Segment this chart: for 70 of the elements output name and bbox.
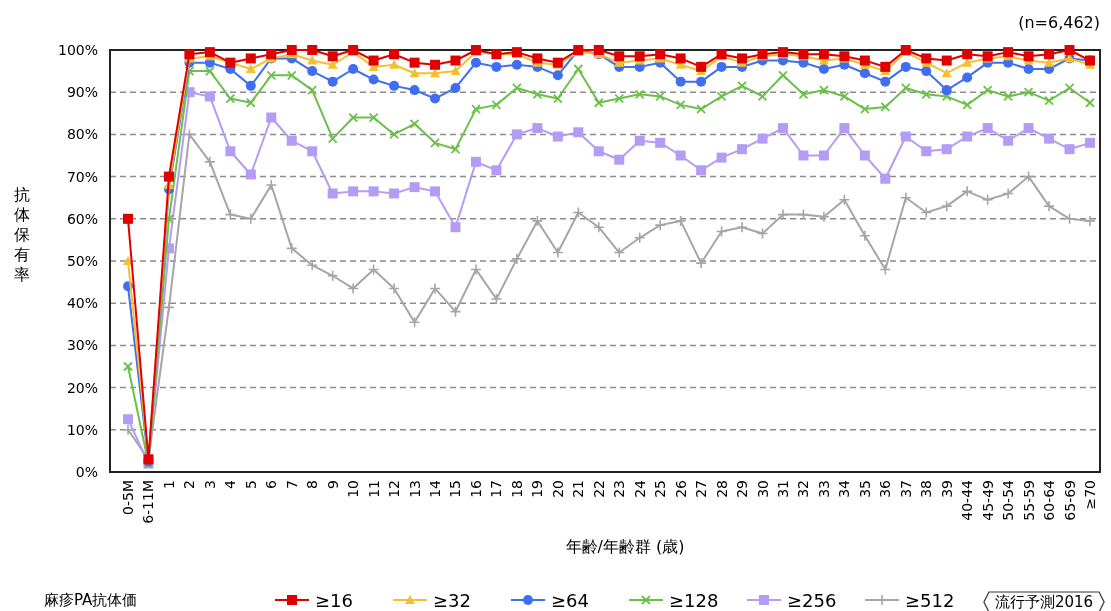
x-tick-label: 28 <box>713 480 730 498</box>
y-tick-label: 0% <box>75 464 98 480</box>
x-tick-label: 15 <box>447 480 464 498</box>
y-tick-label: 70% <box>66 168 98 185</box>
x-tick-label: 38 <box>918 480 935 498</box>
x-tick-label: 24 <box>631 479 648 498</box>
x-tick-label: 37 <box>897 480 914 498</box>
x-tick-label: 4 <box>222 479 239 489</box>
x-tick-label: 18 <box>508 480 525 498</box>
x-tick-label: 32 <box>795 480 812 498</box>
x-tick-label: 30 <box>754 480 771 498</box>
x-tick-label: 35 <box>856 480 873 498</box>
x-tick-label: 12 <box>386 480 403 498</box>
y-axis-title: 抗体保有率 <box>14 185 30 284</box>
x-tick-label: 34 <box>836 479 853 498</box>
x-tick-label: 26 <box>672 479 689 498</box>
y-tick-label: 60% <box>66 210 98 227</box>
text: (n=6,462) <box>1018 13 1100 32</box>
x-tick-label: 7 <box>283 480 300 489</box>
y-tick-label: 80% <box>66 126 98 143</box>
x-tick-label: 27 <box>693 480 710 498</box>
x-tick-label: 9 <box>324 480 341 489</box>
x-tick-label: 6 <box>263 479 280 489</box>
x-tick-label: 17 <box>488 480 505 498</box>
x-tick-label: 65-69 <box>1061 480 1078 521</box>
x-tick-label: 25 <box>652 480 669 498</box>
y-tick-label: 10% <box>66 421 98 438</box>
x-tick-label: 45-49 <box>979 480 996 521</box>
legend-label: ≥128 <box>669 590 719 611</box>
x-tick-label: 36 <box>877 479 894 498</box>
y-tick-label: 40% <box>66 295 98 312</box>
x-tick-label: 19 <box>529 480 546 498</box>
x-tick-label: 31 <box>774 480 791 498</box>
y-tick-label: 90% <box>66 84 98 101</box>
legend-label: ≥16 <box>315 590 353 611</box>
x-tick-label: 23 <box>611 480 628 498</box>
x-tick-label: 16 <box>467 479 484 498</box>
x-tick-label: 20 <box>549 480 566 498</box>
x-tick-label: 8 <box>304 480 321 489</box>
x-tick-label: 5 <box>242 480 259 489</box>
x-tick-label: 29 <box>734 480 751 498</box>
x-tick-label: 1 <box>160 480 177 489</box>
legend-label: ≥512 <box>905 590 955 611</box>
y-tick-label: 100% <box>57 42 98 58</box>
x-tick-label: 60-64 <box>1041 479 1058 521</box>
y-tick-label: 50% <box>66 253 98 269</box>
legend-label: ≥64 <box>551 590 589 611</box>
y-tick-label: 20% <box>66 379 98 396</box>
x-tick-label: 6-11M <box>140 480 157 524</box>
x-tick-label: 33 <box>815 480 832 498</box>
legend-label: ≥32 <box>433 590 471 611</box>
x-tick-label: 2 <box>181 480 198 489</box>
x-tick-label: 39 <box>938 480 955 498</box>
x-tick-label: 14 <box>427 479 444 498</box>
x-axis-title: 年齢/年齢群 (歳) <box>565 537 685 556</box>
x-tick-label: 10 <box>345 480 362 498</box>
x-tick-label: 3 <box>201 480 218 489</box>
x-tick-label: 55-59 <box>1020 480 1037 521</box>
x-tick-label: 50-54 <box>1000 479 1017 521</box>
x-tick-label: ≥70 <box>1082 480 1098 510</box>
x-tick-label: 21 <box>570 480 587 498</box>
legend-title: 麻疹PA抗体価 <box>44 591 138 609</box>
x-tick-label: 40-44 <box>959 479 976 521</box>
x-tick-label: 22 <box>590 480 607 498</box>
y-tick-label: 30% <box>66 337 98 354</box>
x-tick-label: 11 <box>365 480 382 498</box>
x-tick-label: 13 <box>406 480 423 498</box>
x-tick-label: 0-5M <box>120 480 136 515</box>
legend-label: ≥256 <box>787 590 837 611</box>
text: 流行予測2016 <box>994 593 1094 611</box>
